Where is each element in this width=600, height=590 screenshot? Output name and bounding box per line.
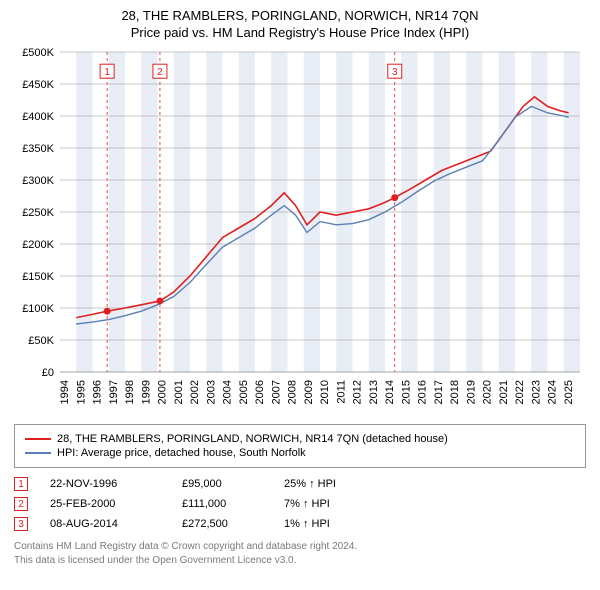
svg-text:1997: 1997 [108, 380, 120, 404]
sale-row: 2 25-FEB-2000 £111,000 7% ↑ HPI [14, 494, 586, 514]
svg-text:2002: 2002 [189, 380, 201, 404]
svg-text:2019: 2019 [465, 380, 477, 404]
sale-date: 22-NOV-1996 [50, 478, 160, 490]
svg-text:£450K: £450K [22, 79, 54, 91]
svg-text:1999: 1999 [140, 380, 152, 404]
svg-text:£350K: £350K [22, 143, 54, 155]
svg-text:£0: £0 [42, 367, 54, 379]
svg-text:1: 1 [104, 67, 110, 78]
legend-item: 28, THE RAMBLERS, PORINGLAND, NORWICH, N… [25, 433, 575, 445]
svg-text:2000: 2000 [157, 380, 169, 404]
svg-text:2022: 2022 [514, 380, 526, 404]
svg-text:2020: 2020 [482, 380, 494, 404]
svg-text:2003: 2003 [205, 380, 217, 404]
legend-item: HPI: Average price, detached house, Sout… [25, 447, 575, 459]
svg-text:1994: 1994 [59, 380, 71, 404]
svg-text:2025: 2025 [563, 380, 575, 404]
attribution: Contains HM Land Registry data © Crown c… [14, 540, 586, 567]
svg-text:2006: 2006 [254, 380, 266, 404]
svg-text:2009: 2009 [303, 380, 315, 404]
chart-plot: £0 £50K £100K £150K £200K £250K £300K £350K £400… [10, 46, 590, 416]
sales-table: 1 22-NOV-1996 £95,000 25% ↑ HPI 2 25-FEB-2000… [14, 474, 586, 534]
sale-date: 25-FEB-2000 [50, 498, 160, 510]
svg-text:£250K: £250K [22, 207, 54, 219]
svg-text:£150K: £150K [22, 271, 54, 283]
svg-text:£300K: £300K [22, 175, 54, 187]
sale-hpi: 25% ↑ HPI [284, 478, 374, 490]
svg-text:1996: 1996 [92, 380, 104, 404]
legend-label: HPI: Average price, detached house, Sout… [57, 447, 306, 459]
title-line-2: Price paid vs. HM Land Registry's House … [10, 25, 590, 40]
svg-text:£200K: £200K [22, 239, 54, 251]
svg-text:2014: 2014 [384, 380, 396, 404]
svg-text:2018: 2018 [449, 380, 461, 404]
svg-text:2007: 2007 [270, 380, 282, 404]
svg-text:2004: 2004 [222, 380, 234, 404]
svg-text:2010: 2010 [319, 380, 331, 404]
sale-marker-box: 1 [14, 477, 28, 491]
svg-text:2001: 2001 [173, 380, 185, 404]
svg-text:2017: 2017 [433, 380, 445, 404]
svg-text:3: 3 [392, 67, 398, 78]
svg-text:£500K: £500K [22, 47, 54, 59]
svg-text:2023: 2023 [530, 380, 542, 404]
sale-marker-box: 2 [14, 497, 28, 511]
svg-text:1995: 1995 [75, 380, 87, 404]
svg-text:2011: 2011 [335, 380, 347, 404]
attribution-line-1: Contains HM Land Registry data © Crown c… [14, 540, 586, 554]
svg-text:2012: 2012 [352, 380, 364, 404]
legend-swatch [25, 452, 51, 454]
line-chart-svg: £0 £50K £100K £150K £200K £250K £300K £350K £400… [10, 46, 590, 416]
sale-price: £272,500 [182, 518, 262, 530]
sale-marker-box: 3 [14, 517, 28, 531]
svg-text:2024: 2024 [547, 380, 559, 404]
sale-hpi: 7% ↑ HPI [284, 498, 374, 510]
svg-text:2016: 2016 [417, 380, 429, 404]
svg-text:£400K: £400K [22, 111, 54, 123]
svg-text:2013: 2013 [368, 380, 380, 404]
chart-titles: 28, THE RAMBLERS, PORINGLAND, NORWICH, N… [10, 8, 590, 40]
svg-text:2005: 2005 [238, 380, 250, 404]
legend-swatch [25, 438, 51, 440]
legend: 28, THE RAMBLERS, PORINGLAND, NORWICH, N… [14, 424, 586, 468]
chart-container: 28, THE RAMBLERS, PORINGLAND, NORWICH, N… [0, 0, 600, 573]
sale-hpi: 1% ↑ HPI [284, 518, 374, 530]
svg-text:2008: 2008 [287, 380, 299, 404]
sale-row: 1 22-NOV-1996 £95,000 25% ↑ HPI [14, 474, 586, 494]
svg-text:£100K: £100K [22, 303, 54, 315]
svg-text:2021: 2021 [498, 380, 510, 404]
title-line-1: 28, THE RAMBLERS, PORINGLAND, NORWICH, N… [10, 8, 590, 23]
svg-text:£50K: £50K [28, 335, 54, 347]
svg-text:1998: 1998 [124, 380, 136, 404]
attribution-line-2: This data is licensed under the Open Gov… [14, 554, 586, 568]
svg-text:2015: 2015 [400, 380, 412, 404]
svg-text:2: 2 [157, 67, 163, 78]
sale-price: £111,000 [182, 498, 262, 510]
sale-date: 08-AUG-2014 [50, 518, 160, 530]
legend-label: 28, THE RAMBLERS, PORINGLAND, NORWICH, N… [57, 433, 448, 445]
sale-price: £95,000 [182, 478, 262, 490]
sale-row: 3 08-AUG-2014 £272,500 1% ↑ HPI [14, 514, 586, 534]
